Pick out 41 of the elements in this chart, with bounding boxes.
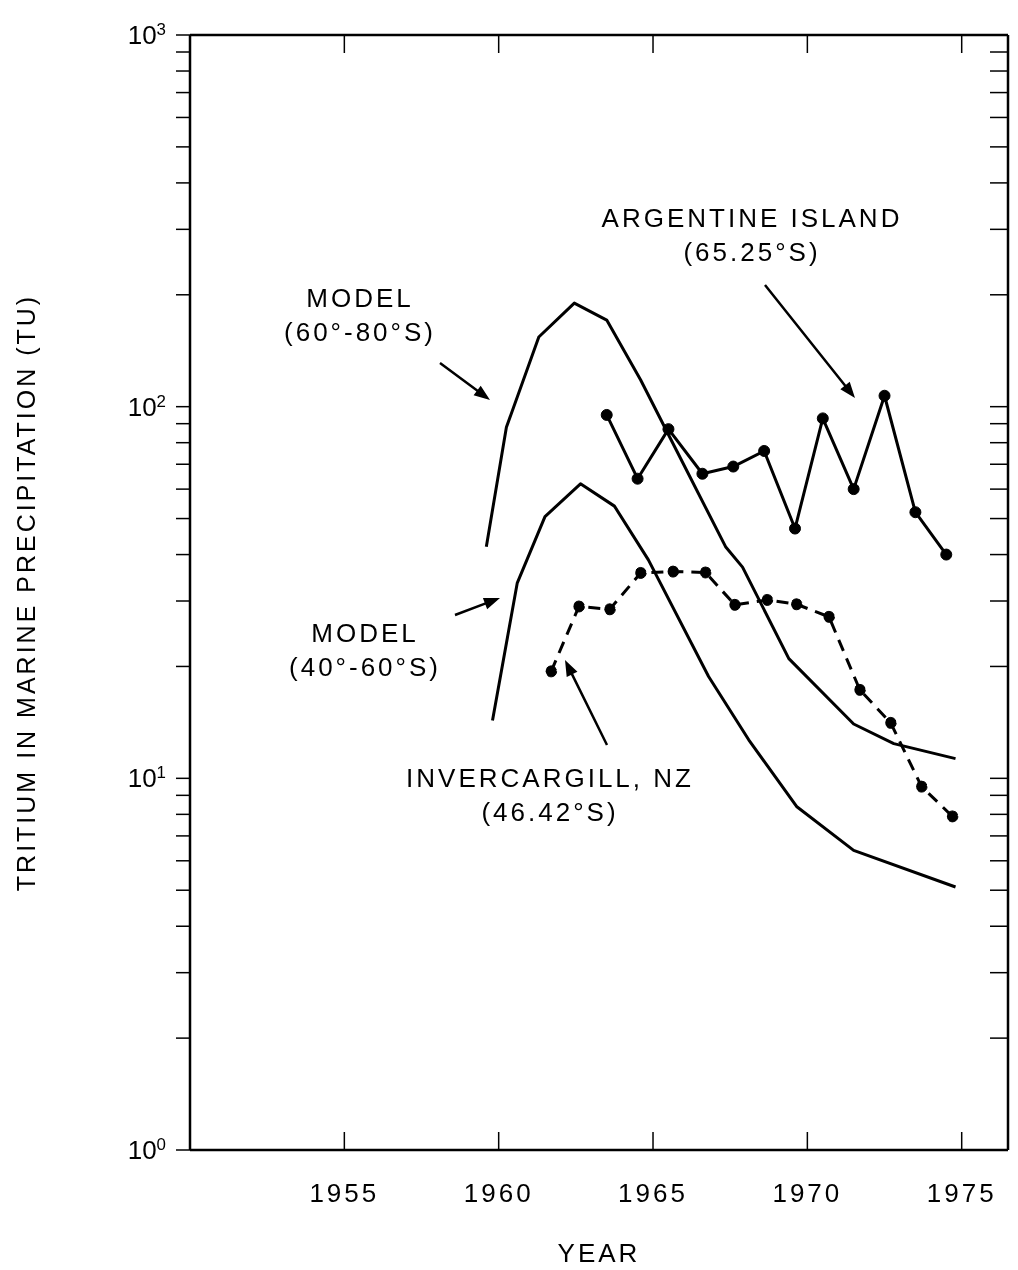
point: [600, 408, 613, 421]
point: [789, 522, 802, 535]
point: [603, 603, 616, 616]
y-axis-title: TRITIUM IN MARINE PRECIPITATION (TU): [11, 293, 40, 892]
y-tick-label: 10$^{3}$: [127, 19, 166, 50]
x-tick-label: 1965: [618, 1178, 688, 1208]
point: [699, 566, 712, 579]
point: [545, 665, 558, 678]
point: [662, 423, 675, 436]
point: [946, 810, 959, 823]
annotation: INVERCARGILL, NZ (46.42°S): [406, 763, 694, 827]
annotation: MODEL (40°-60°S): [289, 618, 441, 682]
point: [696, 467, 709, 480]
x-tick-label: 1955: [309, 1178, 380, 1208]
y-tick-label: 10$^{2}$: [127, 391, 166, 422]
point: [572, 600, 585, 613]
y-tick-label: 10$^{0}$: [127, 1134, 166, 1165]
point: [822, 610, 835, 623]
point: [728, 598, 741, 611]
point: [847, 483, 860, 496]
x-tick-label: 1970: [772, 1178, 843, 1208]
point: [631, 472, 644, 485]
y-tick-label: 10$^{1}$: [127, 762, 166, 794]
point: [634, 566, 647, 579]
point: [816, 412, 829, 425]
annotation: ARGENTINE ISLAND (65.25°S): [601, 203, 903, 267]
point: [758, 444, 771, 457]
x-tick-label: 1960: [463, 1178, 534, 1208]
point: [915, 780, 928, 793]
point: [909, 506, 922, 519]
annotation: MODEL (60°-80°S): [284, 283, 436, 347]
point: [940, 548, 953, 561]
point: [878, 389, 891, 402]
point: [853, 683, 866, 696]
point: [667, 565, 680, 578]
point: [761, 593, 774, 606]
point: [884, 716, 897, 729]
x-tick-label: 1975: [926, 1178, 997, 1208]
point: [790, 598, 803, 611]
point: [727, 460, 740, 473]
x-axis-title: YEAR: [557, 1238, 641, 1268]
